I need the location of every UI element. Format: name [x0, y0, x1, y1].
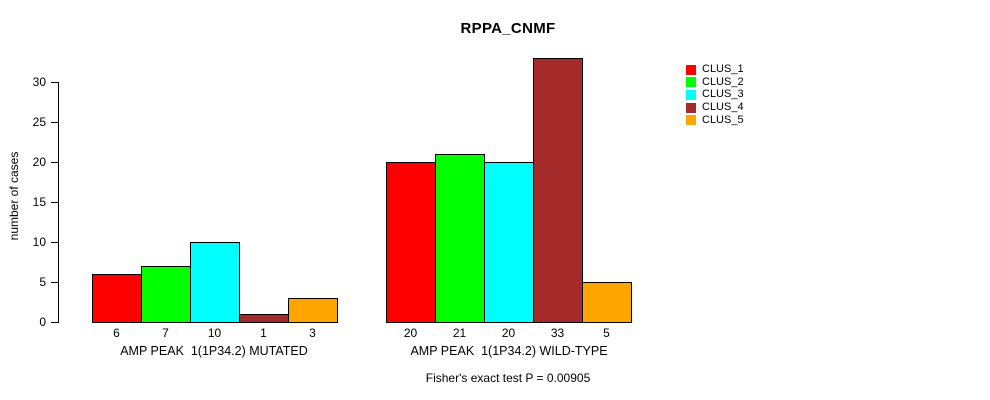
- bar-value-label: 20: [403, 326, 418, 340]
- y-tick-mark: [51, 282, 58, 283]
- y-tick-label: 25: [32, 115, 46, 129]
- bar-CLUS_2-group1: [141, 266, 191, 323]
- legend-label: CLUS_3: [702, 88, 744, 101]
- y-tick-label: 10: [32, 235, 46, 249]
- bar-value-label: 20: [501, 326, 516, 340]
- y-tick-mark: [51, 122, 58, 123]
- bar-value-label: 21: [452, 326, 467, 340]
- y-tick-label: 30: [32, 75, 46, 89]
- legend-label: CLUS_4: [702, 101, 744, 114]
- bar-CLUS_1-group2: [386, 162, 436, 323]
- legend-swatch-CLUS_1: [686, 64, 696, 75]
- bar-CLUS_3-group2: [484, 162, 534, 323]
- bar-value-label: 33: [550, 326, 565, 340]
- legend-swatch-CLUS_4: [686, 102, 696, 113]
- y-tick-mark: [51, 162, 58, 163]
- bar-value-label: 1: [260, 326, 267, 340]
- chart-title: RPPA_CNMF: [460, 20, 556, 37]
- legend-label: CLUS_5: [702, 113, 744, 126]
- bar-value-label: 10: [207, 326, 222, 340]
- legend-item-CLUS_4: CLUS_4: [686, 102, 744, 113]
- legend-item-CLUS_3: CLUS_3: [686, 89, 744, 100]
- legend-swatch-CLUS_5: [686, 115, 696, 126]
- y-tick-label: 15: [32, 195, 46, 209]
- bar-value-label: 3: [309, 326, 316, 340]
- y-tick-label: 20: [32, 155, 46, 169]
- y-tick-mark: [51, 82, 58, 83]
- bar-CLUS_5-group2: [582, 282, 632, 323]
- y-axis-line: [58, 82, 59, 323]
- bar-CLUS_2-group2: [435, 154, 485, 323]
- bar-value-label: 7: [162, 326, 169, 340]
- legend-swatch-CLUS_3: [686, 89, 696, 100]
- y-tick-mark: [51, 322, 58, 323]
- bar-CLUS_4-group2: [533, 58, 583, 323]
- x-group-label-wildtype: AMP PEAK 1(1P34.2) WILD-TYPE: [410, 344, 608, 358]
- fisher-test-annotation: Fisher's exact test P = 0.00905: [425, 371, 591, 385]
- bar-CLUS_3-group1: [190, 242, 240, 323]
- bar-CLUS_5-group1: [288, 298, 338, 323]
- legend-swatch-CLUS_2: [686, 77, 696, 88]
- bar-CLUS_1-group1: [92, 274, 142, 323]
- y-tick-mark: [51, 202, 58, 203]
- bar-CLUS_4-group1: [239, 314, 289, 323]
- x-group-label-mutated: AMP PEAK 1(1P34.2) MUTATED: [120, 344, 308, 358]
- legend-item-CLUS_5: CLUS_5: [686, 113, 744, 126]
- bar-value-label: 5: [603, 326, 610, 340]
- legend-item-CLUS_2: CLUS_2: [686, 75, 744, 88]
- y-tick-mark: [51, 242, 58, 243]
- legend-label: CLUS_2: [702, 75, 744, 88]
- y-tick-label: 5: [39, 275, 46, 289]
- legend-label: CLUS_1: [702, 63, 744, 75]
- legend-item-CLUS_1: CLUS_1: [686, 64, 744, 75]
- y-tick-label: 0: [39, 315, 46, 329]
- bar-value-label: 6: [113, 326, 120, 340]
